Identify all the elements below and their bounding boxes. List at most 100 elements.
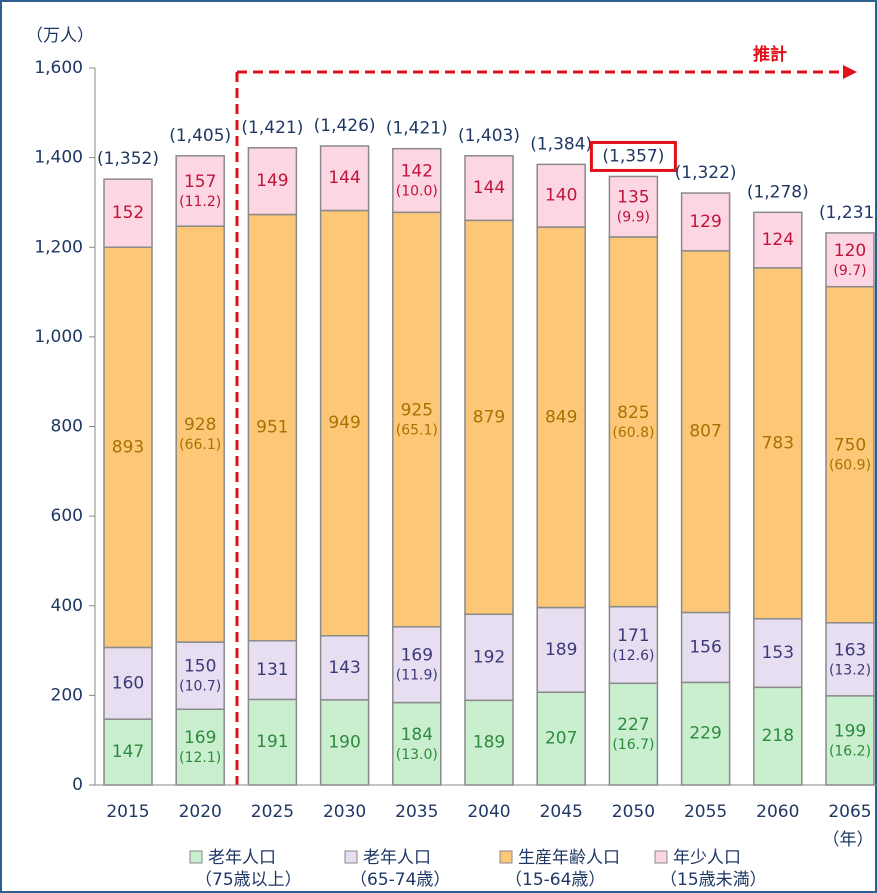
- bar-segment: [175, 155, 225, 227]
- total-label: (1,357): [602, 146, 664, 166]
- bar-segment: [536, 226, 586, 609]
- bar-segment: [175, 225, 225, 643]
- bar-segment: [464, 219, 514, 616]
- share-label: (13.2): [829, 662, 871, 678]
- value-label: 199: [834, 721, 866, 741]
- bar-segment: [536, 606, 586, 693]
- value-label: 160: [112, 673, 144, 693]
- share-label: (11.2): [179, 194, 221, 210]
- bar-segment: [536, 163, 586, 228]
- y-tick-label: 0: [72, 775, 83, 795]
- bar-segment: [753, 267, 803, 620]
- value-label: 191: [256, 732, 288, 752]
- value-label: 157: [184, 172, 216, 192]
- value-label: 849: [545, 407, 577, 427]
- y-tick-label: 200: [51, 685, 83, 705]
- legend-swatch: [499, 850, 513, 864]
- total-label: (1,322): [675, 163, 737, 183]
- total-label: (1,421): [386, 119, 448, 139]
- share-label: (12.1): [179, 750, 221, 766]
- value-label: 120: [834, 241, 866, 261]
- value-label: 156: [689, 637, 721, 657]
- y-tick-label: 400: [51, 596, 83, 616]
- value-label: 951: [256, 418, 288, 438]
- x-tick-label: 2065: [828, 802, 871, 822]
- legend-swatch: [344, 850, 358, 864]
- value-label: 229: [689, 724, 721, 744]
- value-label: 163: [834, 640, 866, 660]
- x-tick-label: 2035: [395, 802, 438, 822]
- value-label: 171: [617, 626, 649, 646]
- value-label: 807: [689, 422, 721, 442]
- legend-label: 生産年齢人口: [518, 848, 620, 868]
- bar-segment: [392, 701, 442, 786]
- total-label: (1,426): [314, 116, 376, 136]
- bar-segment: [825, 232, 875, 288]
- bar-segment: [103, 246, 153, 649]
- share-label: (60.9): [829, 458, 871, 474]
- share-label: (12.6): [612, 648, 654, 664]
- total-label: (1,384): [530, 134, 592, 154]
- value-label: 192: [473, 647, 505, 667]
- total-label: (1,231): [819, 203, 877, 223]
- bar-segment: [608, 175, 659, 238]
- value-label: 825: [617, 403, 649, 423]
- value-label: 140: [545, 186, 577, 206]
- y-tick-label: 1,400: [34, 148, 83, 168]
- value-label: 893: [112, 437, 144, 457]
- value-label: 218: [762, 726, 794, 746]
- highlight-box: [589, 140, 677, 172]
- bar-segment: [319, 209, 370, 637]
- value-label: 783: [762, 433, 794, 453]
- legend-label: 老年人口: [208, 848, 276, 868]
- share-label: (11.9): [396, 668, 438, 684]
- value-label: 152: [112, 203, 144, 223]
- total-label: (1,421): [241, 118, 303, 138]
- value-label: 144: [328, 168, 360, 188]
- bar-segment: [247, 213, 298, 642]
- value-label: 879: [473, 407, 505, 427]
- bar-segment: [464, 155, 514, 222]
- arrow-head: [843, 65, 857, 79]
- x-unit: （年）: [823, 830, 874, 850]
- share-label: (9.7): [833, 263, 866, 279]
- bar-segment: [753, 617, 803, 689]
- y-tick-label: 1,000: [34, 327, 83, 347]
- share-label: (16.7): [612, 737, 654, 753]
- x-tick-label: 2060: [756, 802, 799, 822]
- y-tick-label: 1,600: [34, 58, 83, 78]
- legend-swatch: [654, 850, 668, 864]
- bar-segment: [319, 635, 370, 701]
- x-tick-label: 2015: [106, 802, 149, 822]
- value-label: 129: [689, 212, 721, 232]
- value-label: 207: [545, 729, 577, 749]
- value-label: 925: [401, 401, 433, 421]
- annotation: 推計: [753, 44, 787, 65]
- bar-segment: [247, 639, 298, 701]
- x-tick-label: 2045: [540, 802, 583, 822]
- share-label: (65.1): [396, 423, 438, 439]
- x-tick-label: 2055: [684, 802, 727, 822]
- y-tick-label: 600: [51, 506, 83, 526]
- y-tick-label: 800: [51, 417, 83, 437]
- total-label: (1,352): [97, 149, 159, 169]
- value-label: 144: [473, 178, 505, 198]
- share-label: (13.0): [396, 747, 438, 763]
- bar-segment: [392, 147, 442, 214]
- bar-segment: [392, 211, 442, 628]
- value-label: 189: [473, 733, 505, 753]
- bar-segment: [680, 681, 731, 786]
- y-unit: （万人）: [26, 26, 94, 46]
- value-label: 169: [184, 728, 216, 748]
- bar-segment: [175, 708, 225, 786]
- legend-note: （15歳未満）: [660, 870, 767, 890]
- value-label: 124: [762, 230, 794, 250]
- bar-segment: [319, 699, 370, 786]
- x-tick-label: 2030: [323, 802, 366, 822]
- bar-segment: [753, 686, 803, 786]
- share-label: (10.0): [396, 183, 438, 199]
- legend-label: 年少人口: [673, 848, 741, 868]
- value-label: 149: [256, 171, 288, 191]
